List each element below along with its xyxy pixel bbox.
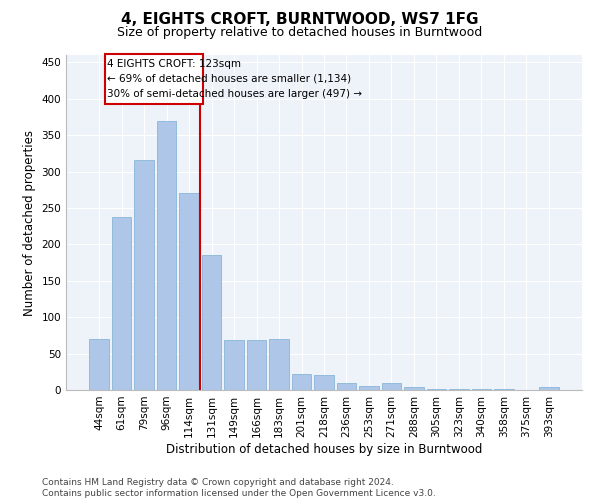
Text: Contains HM Land Registry data © Crown copyright and database right 2024.
Contai: Contains HM Land Registry data © Crown c… — [42, 478, 436, 498]
Bar — [112, 218, 131, 390]
Bar — [449, 388, 469, 390]
Bar — [202, 256, 221, 390]
Bar — [157, 122, 176, 390]
Text: 4 EIGHTS CROFT: 123sqm: 4 EIGHTS CROFT: 123sqm — [107, 58, 241, 68]
Bar — [224, 340, 244, 390]
Bar — [472, 388, 491, 390]
Bar — [314, 376, 334, 390]
Bar — [89, 339, 109, 390]
Text: ← 69% of detached houses are smaller (1,134): ← 69% of detached houses are smaller (1,… — [107, 74, 352, 84]
Bar — [539, 387, 559, 390]
Text: 4, EIGHTS CROFT, BURNTWOOD, WS7 1FG: 4, EIGHTS CROFT, BURNTWOOD, WS7 1FG — [121, 12, 479, 28]
FancyBboxPatch shape — [104, 54, 203, 104]
Bar — [247, 340, 266, 390]
Bar — [179, 194, 199, 390]
Bar — [134, 160, 154, 390]
Bar — [404, 387, 424, 390]
Bar — [337, 382, 356, 390]
Bar — [427, 388, 446, 390]
Bar — [292, 374, 311, 390]
Bar — [382, 382, 401, 390]
Y-axis label: Number of detached properties: Number of detached properties — [23, 130, 36, 316]
X-axis label: Distribution of detached houses by size in Burntwood: Distribution of detached houses by size … — [166, 442, 482, 456]
Bar — [269, 339, 289, 390]
Text: 30% of semi-detached houses are larger (497) →: 30% of semi-detached houses are larger (… — [107, 89, 362, 99]
Text: Size of property relative to detached houses in Burntwood: Size of property relative to detached ho… — [118, 26, 482, 39]
Bar — [359, 386, 379, 390]
